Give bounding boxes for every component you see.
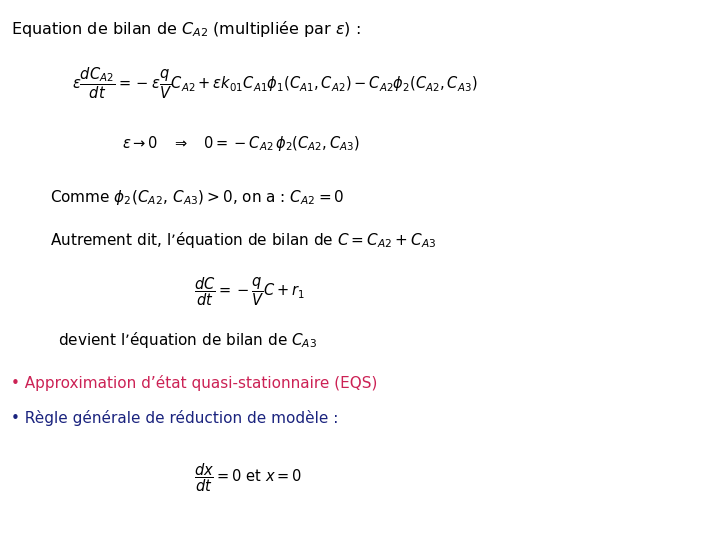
Text: • Approximation d’état quasi-stationnaire (EQS): • Approximation d’état quasi-stationnair… [11, 375, 377, 391]
Text: Equation de bilan de $C_{A2}$ (multipliée par $\varepsilon$) :: Equation de bilan de $C_{A2}$ (multiplié… [11, 19, 361, 39]
Text: • Règle générale de réduction de modèle :: • Règle générale de réduction de modèle … [11, 410, 338, 427]
Text: Autrement dit, l’équation de bilan de $C = C_{A2} + C_{A3}$: Autrement dit, l’équation de bilan de $C… [50, 230, 436, 251]
Text: $\dfrac{dx}{dt} = 0$ et $x = 0$: $\dfrac{dx}{dt} = 0$ et $x = 0$ [194, 462, 302, 494]
Text: $\dfrac{dC}{dt} = -\dfrac{q}{V}C + r_1$: $\dfrac{dC}{dt} = -\dfrac{q}{V}C + r_1$ [194, 275, 305, 308]
Text: devient l’équation de bilan de $C_{A3}$: devient l’équation de bilan de $C_{A3}$ [58, 330, 317, 350]
Text: Comme $\phi_2(C_{A2},\, C_{A3}) > 0$, on a : $C_{A2} = 0$: Comme $\phi_2(C_{A2},\, C_{A3}) > 0$, on… [50, 187, 345, 207]
Text: $\varepsilon \rightarrow 0 \quad \Rightarrow \quad 0= -C_{A2}\,\phi_2(C_{A2},C_{: $\varepsilon \rightarrow 0 \quad \Righta… [122, 133, 360, 153]
Text: $\varepsilon\dfrac{dC_{A2}}{dt} = -\varepsilon\dfrac{q}{V}C_{A2} + \varepsilon k: $\varepsilon\dfrac{dC_{A2}}{dt} = -\vare… [72, 66, 477, 102]
